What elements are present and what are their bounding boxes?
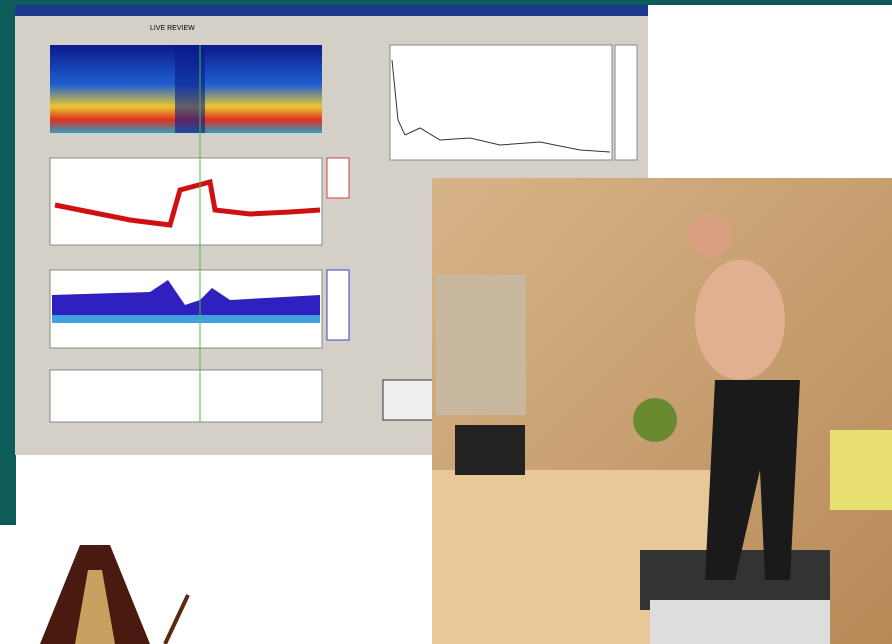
red-trace (54, 178, 321, 228)
metronome (40, 545, 190, 644)
teal-band (0, 0, 16, 525)
metronome-arm (163, 594, 190, 644)
plot-panel (389, 44, 613, 161)
blue-trace (52, 315, 320, 323)
photo (432, 178, 892, 644)
teal-band (0, 0, 892, 5)
step-base (650, 600, 830, 644)
title-bar (15, 5, 648, 16)
poster (436, 275, 526, 415)
legend-box (326, 269, 350, 341)
header-label: LIVE REVIEW (150, 25, 195, 32)
legend-box (326, 157, 350, 199)
person-head (688, 213, 732, 257)
legend-box (614, 44, 638, 161)
plant (633, 398, 677, 442)
cushion (830, 430, 892, 510)
metronome-face (75, 570, 115, 644)
spectrum-trace (391, 59, 611, 153)
plot-panel (49, 157, 323, 246)
person-torso (695, 260, 785, 380)
person-legs (705, 380, 800, 580)
blue-trace (52, 280, 320, 318)
laptop (455, 425, 525, 475)
button (382, 379, 434, 421)
plot-panel (49, 369, 323, 423)
